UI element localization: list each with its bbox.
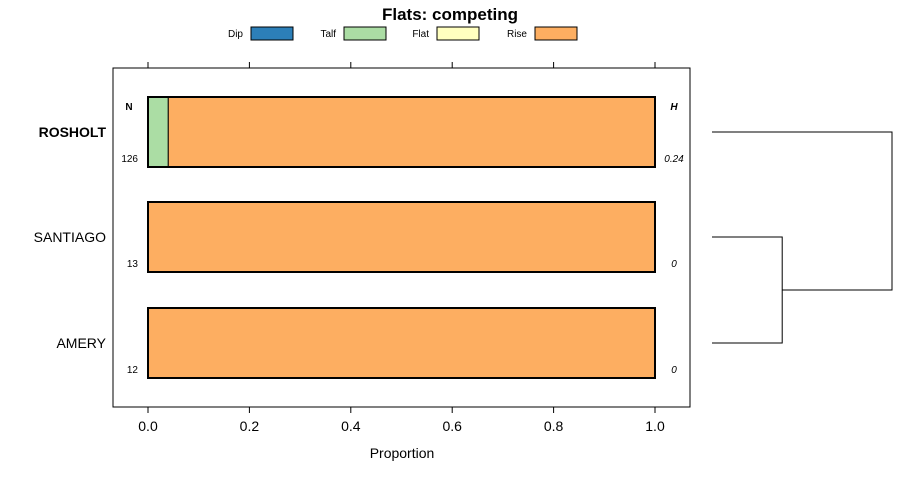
- bar-segment-rosholt-talf: [147, 96, 169, 168]
- plot-panel: [112, 67, 691, 408]
- x-tick-label: 0.0: [138, 418, 158, 434]
- bar-outline-santiago: [147, 201, 656, 273]
- category-label-rosholt: ROSHOLT: [39, 124, 107, 140]
- legend: Dip Talf Flat Rise: [228, 26, 578, 41]
- n-value-rosholt: 126: [121, 154, 138, 165]
- legend-swatch-flat: [436, 26, 480, 41]
- bar-segment-santiago-rise: [147, 201, 656, 273]
- legend-label-flat: Flat: [412, 29, 429, 40]
- chart-title: Flats: competing: [382, 5, 518, 24]
- h-value-santiago: 0: [671, 259, 677, 270]
- n-value-santiago: 13: [127, 259, 139, 270]
- category-label-santiago: SANTIAGO: [34, 229, 106, 245]
- bar-outline-rosholt: [147, 96, 656, 168]
- n-header: N: [125, 102, 132, 113]
- legend-swatch-rise: [534, 26, 578, 41]
- x-tick-label: 1.0: [645, 418, 665, 434]
- x-tick-label: 0.6: [442, 418, 462, 434]
- h-value-amery: 0: [671, 365, 677, 376]
- x-tick-label: 0.2: [240, 418, 260, 434]
- category-labels: ROSHOLT SANTIAGO AMERY: [34, 124, 107, 351]
- x-axis-label: Proportion: [370, 445, 435, 461]
- x-tick-label: 0.4: [341, 418, 361, 434]
- legend-label-dip: Dip: [228, 29, 243, 40]
- legend-label-rise: Rise: [507, 29, 527, 40]
- dendrogram-branch-santiago-amery: [712, 236, 783, 344]
- bars: [147, 96, 656, 379]
- category-label-amery: AMERY: [56, 335, 106, 351]
- legend-label-talf: Talf: [320, 29, 336, 40]
- legend-swatch-talf: [343, 26, 387, 41]
- h-header: H: [670, 102, 678, 113]
- dendrogram-branch-root: [712, 131, 893, 291]
- n-value-amery: 12: [127, 365, 139, 376]
- dendrogram: [712, 131, 893, 344]
- x-axis: 0.0 0.2 0.4 0.6 0.8 1.0: [138, 62, 665, 434]
- h-value-rosholt: 0.24: [664, 154, 684, 165]
- annotations: N H 126 0.24 13 0 12 0: [121, 102, 684, 376]
- bar-outline-amery: [147, 307, 656, 379]
- legend-swatch-dip: [250, 26, 294, 41]
- x-tick-label: 0.8: [544, 418, 564, 434]
- bar-segment-amery-rise: [147, 307, 656, 379]
- bar-segment-rosholt-rise: [167, 96, 656, 168]
